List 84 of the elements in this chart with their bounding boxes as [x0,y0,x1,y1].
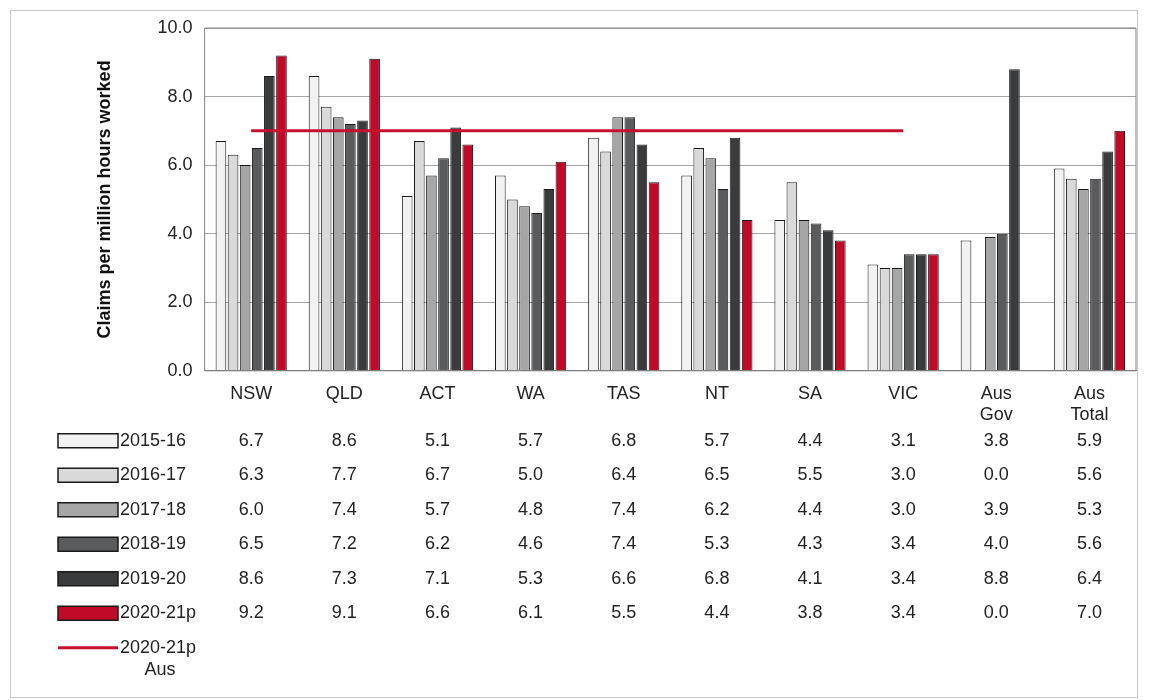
data-label: 6.6 [611,567,637,588]
data-label: 3.8 [797,602,823,623]
data-label: 4.6 [518,533,544,554]
data-label: 7.1 [424,567,450,588]
data-label: 5.3 [704,533,730,554]
data-label: 3.4 [890,602,916,623]
data-label: 8.8 [983,567,1009,588]
legend-label: 2018-19 [120,533,187,554]
data-label: 5.6 [1076,533,1102,554]
data-label: 4.0 [983,533,1009,554]
x-tick-label: Aus Total [1070,382,1109,425]
legend-label: 2015-16 [120,429,187,450]
data-label: 5.7 [704,429,730,450]
data-label: 3.8 [983,429,1009,450]
data-label: 6.8 [611,429,637,450]
data-label: 8.6 [331,429,357,450]
legend-label: 2017-18 [120,498,187,519]
y-tick-label: 6.0 [167,154,193,175]
x-tick-label: WA [516,382,545,403]
data-label: 8.6 [238,567,264,588]
y-tick-label: 2.0 [167,291,193,312]
data-label: 9.2 [238,602,264,623]
data-label: 5.5 [611,602,637,623]
data-label: 6.7 [238,429,264,450]
data-label: 0.0 [983,464,1009,485]
data-label: 4.4 [797,429,823,450]
data-label: 9.1 [331,602,357,623]
data-label: 7.4 [331,498,357,519]
x-tick-label: ACT [419,382,456,403]
data-label: 6.3 [238,464,264,485]
x-tick-label: NSW [230,382,273,403]
data-label: 3.0 [890,498,916,519]
data-label: 5.7 [518,429,544,450]
x-tick-label: QLD [325,382,363,403]
data-label: 6.6 [424,602,450,623]
data-label: 7.4 [611,533,637,554]
data-label: 5.1 [424,429,450,450]
x-tick-label: TAS [606,382,641,403]
data-label: 6.0 [238,498,264,519]
data-label: 6.5 [238,533,264,554]
legend-label: 2020-21p [120,602,197,623]
data-label: 5.5 [797,464,823,485]
data-label: 5.9 [1076,429,1102,450]
legend-label: 2020-21p Aus [120,636,197,679]
data-label: 5.6 [1076,464,1102,485]
x-tick-label: Aus Gov [979,382,1013,425]
y-axis-title: Claims per million hours worked [93,60,114,339]
data-label: 6.2 [424,533,450,554]
data-label: 7.4 [611,498,637,519]
data-label: 6.1 [518,602,544,623]
legend-label: 2016-17 [120,464,187,485]
data-label: 7.3 [331,567,357,588]
legend-label: 2019-20 [120,567,187,588]
y-tick-label: 10.0 [157,16,193,37]
data-label: 0.0 [983,602,1009,623]
data-label: 5.3 [1076,498,1102,519]
x-tick-label: SA [798,382,823,403]
data-label: 4.8 [518,498,544,519]
y-tick-label: 0.0 [167,359,193,380]
data-label: 5.7 [424,498,450,519]
data-label: 6.2 [704,498,730,519]
data-label: 3.4 [890,533,916,554]
data-label: 3.0 [890,464,916,485]
data-label: 3.4 [890,567,916,588]
data-label: 7.7 [331,464,357,485]
data-label: 3.1 [890,429,916,450]
data-label: 3.9 [983,498,1009,519]
data-label: 4.4 [797,498,823,519]
data-label: 7.0 [1076,602,1102,623]
y-tick-label: 8.0 [167,85,193,106]
data-label: 6.7 [424,464,450,485]
data-label: 5.0 [518,464,544,485]
data-label: 6.5 [704,464,730,485]
data-label: 4.1 [797,567,823,588]
data-label: 5.3 [518,567,544,588]
data-label: 4.4 [704,602,730,623]
data-label: 6.8 [704,567,730,588]
data-label: 6.4 [611,464,637,485]
data-label: 6.4 [1076,567,1102,588]
x-tick-label: NT [704,382,729,403]
data-label: 4.3 [797,533,823,554]
data-label: 7.2 [331,533,357,554]
x-tick-label: VIC [888,382,919,403]
y-tick-label: 4.0 [167,222,193,243]
